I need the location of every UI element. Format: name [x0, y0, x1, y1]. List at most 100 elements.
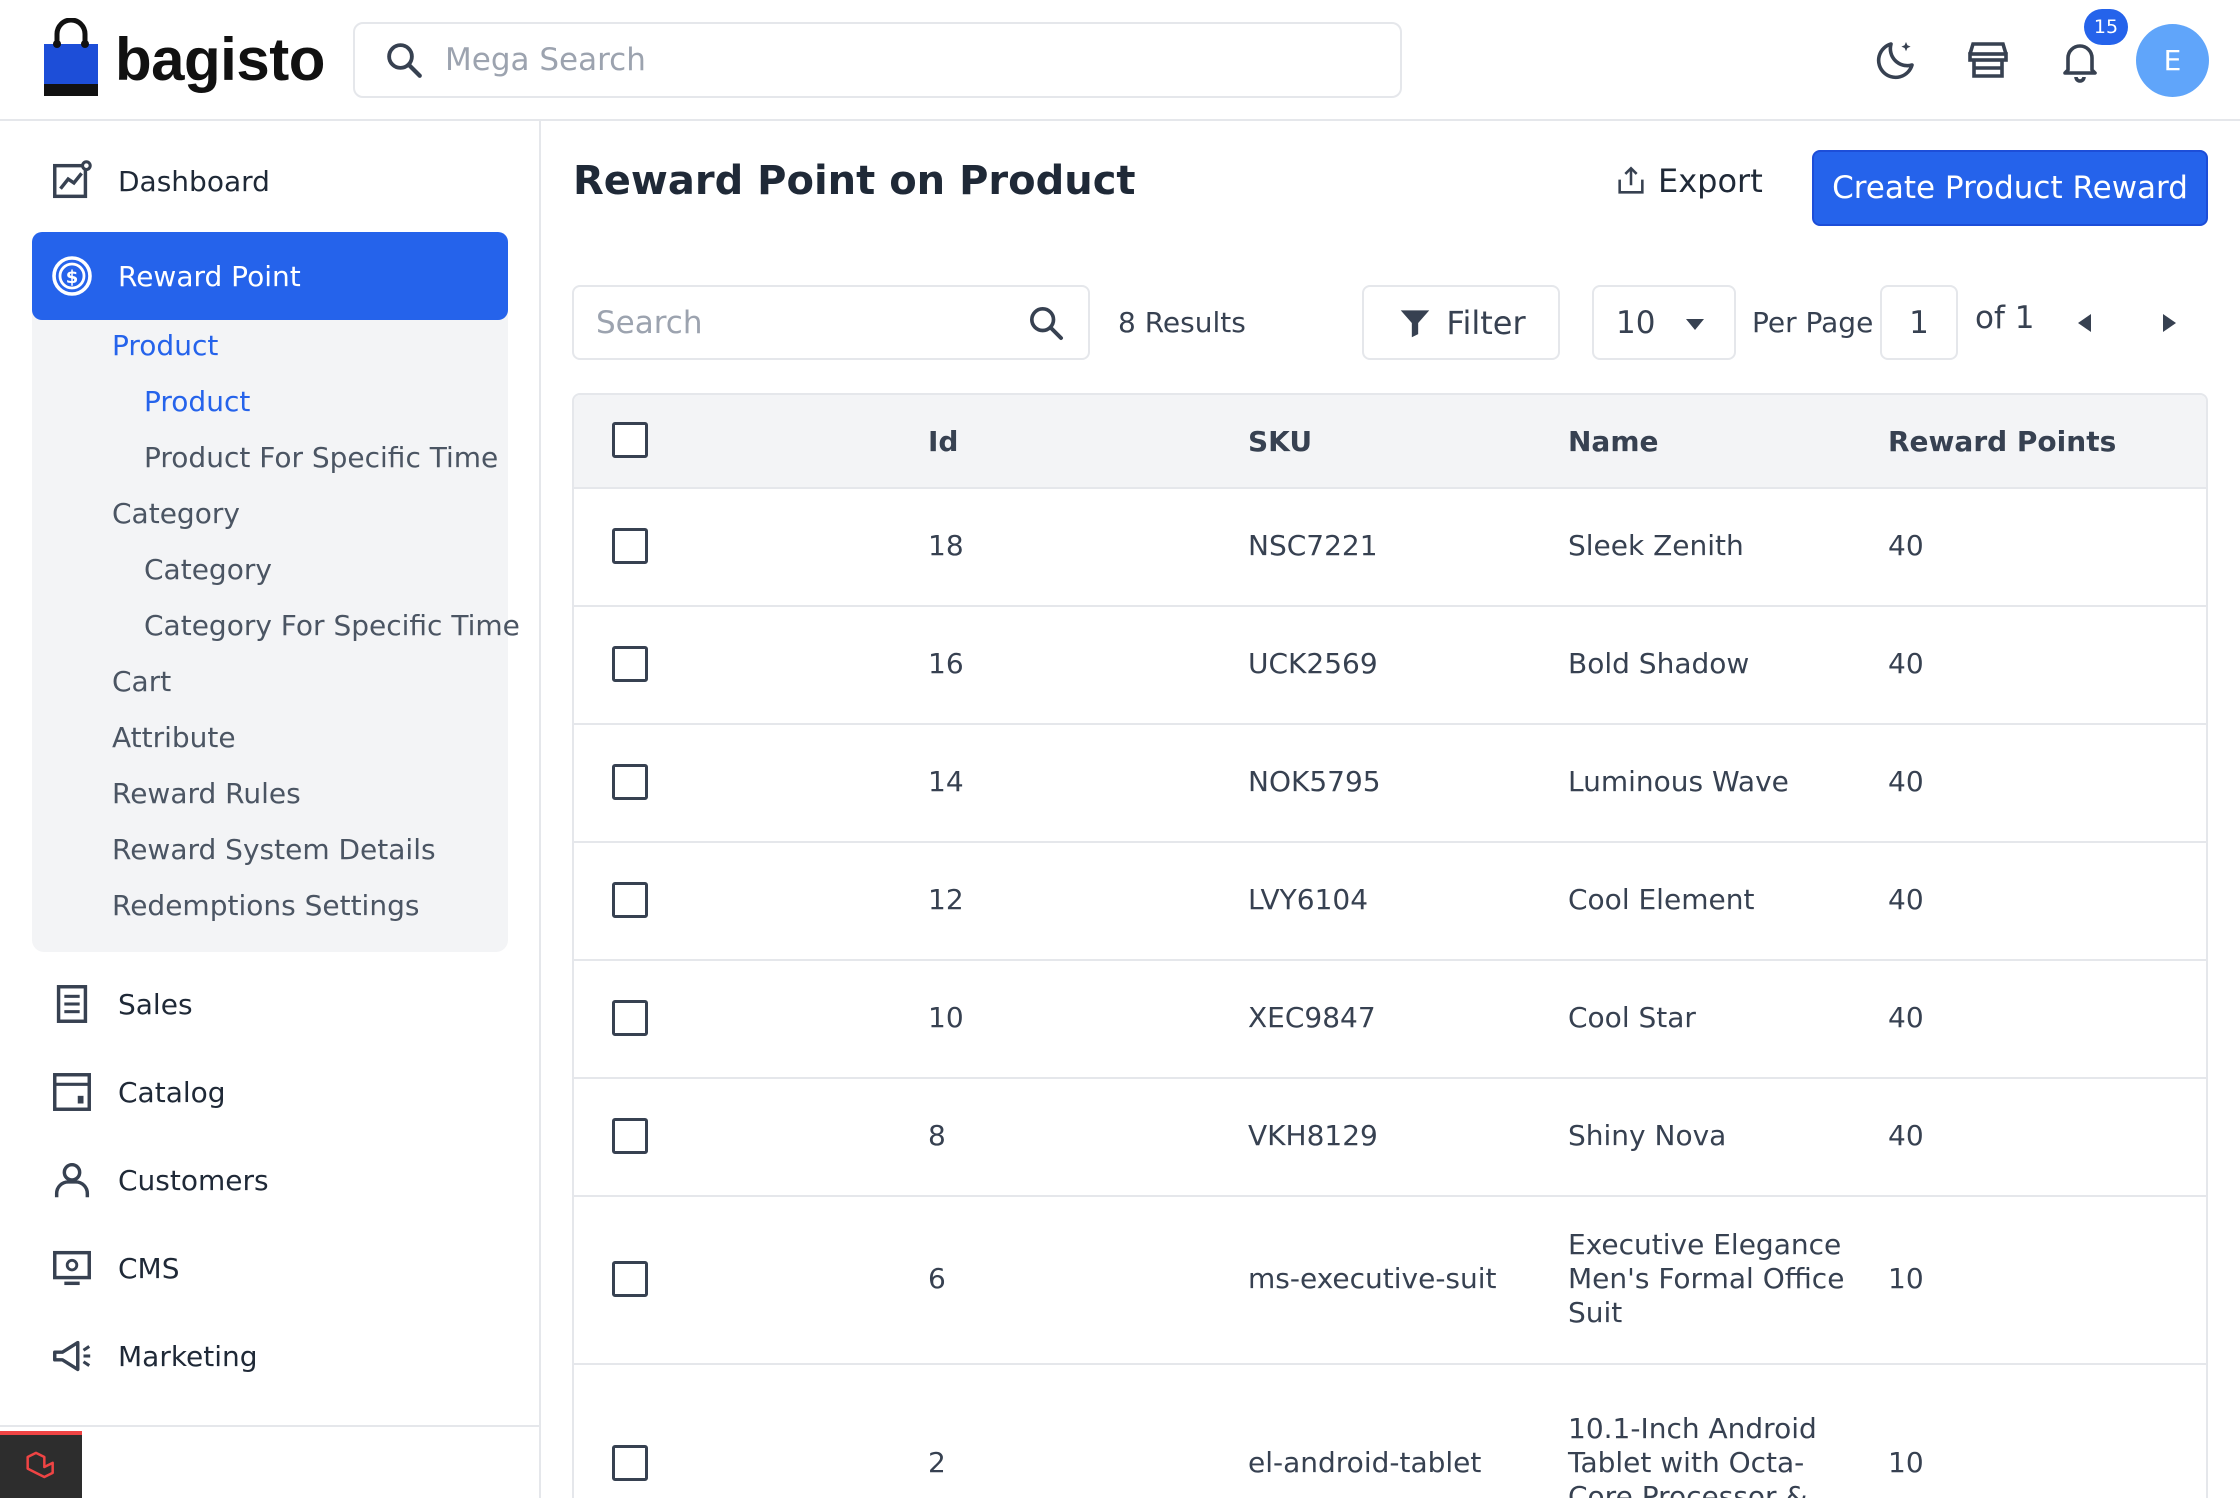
submenu-attribute[interactable]: Attribute: [112, 721, 236, 754]
sidebar-item-reward-point[interactable]: $ Reward Point: [32, 232, 508, 320]
cell-name: Sleek Zenith: [1568, 529, 1744, 562]
results-count: 8 Results: [1118, 306, 1246, 339]
cell-name: Shiny Nova: [1568, 1119, 1727, 1152]
cell-id: 14: [928, 765, 964, 798]
cell-id: 10: [928, 1001, 964, 1034]
bagisto-logo[interactable]: bagisto: [40, 18, 325, 100]
sales-icon: [36, 979, 108, 1029]
select-all-checkbox[interactable]: [612, 422, 648, 458]
sidebar-item-cms[interactable]: CMS: [32, 1225, 508, 1311]
catalog-icon: [36, 1067, 108, 1117]
storefront-link[interactable]: [1962, 34, 2014, 86]
row-checkbox[interactable]: [612, 1261, 648, 1297]
column-header-id[interactable]: Id: [928, 425, 959, 458]
sidebar-item-label: Catalog: [118, 1075, 226, 1109]
sidebar-item-catalog[interactable]: Catalog: [32, 1049, 508, 1135]
per-page-label: Per Page: [1752, 306, 1874, 339]
cell-sku: ms-executive-suit: [1248, 1262, 1497, 1295]
table-row: 14 NOK5795 Luminous Wave 40: [574, 725, 2206, 843]
cell-sku: NOK5795: [1248, 765, 1381, 798]
cell-id: 18: [928, 529, 964, 562]
column-header-sku[interactable]: SKU: [1248, 425, 1313, 458]
next-page-icon[interactable]: [2163, 314, 2176, 332]
page-total-label: of 1: [1975, 300, 2035, 336]
table-row: 10 XEC9847 Cool Star 40: [574, 961, 2206, 1079]
column-header-name[interactable]: Name: [1568, 425, 1659, 458]
sidebar-item-label: Reward Point: [118, 259, 301, 293]
export-button[interactable]: Export: [1614, 162, 1763, 200]
row-checkbox[interactable]: [612, 1445, 648, 1481]
store-icon: [1968, 42, 2008, 78]
cell-name: Bold Shadow: [1568, 647, 1750, 680]
cell-id: 12: [928, 883, 964, 916]
submenu-category-category[interactable]: Category: [144, 553, 272, 586]
dashboard-icon: [36, 156, 108, 206]
sidebar-item-label: CMS: [118, 1251, 180, 1285]
sidebar-item-label: Sales: [118, 987, 193, 1021]
per-page-select[interactable]: 10: [1592, 285, 1736, 360]
top-header: bagisto 15 E: [0, 0, 2240, 121]
column-header-reward-points[interactable]: Reward Points: [1888, 425, 2117, 458]
cell-sku: UCK2569: [1248, 647, 1378, 680]
mega-search-box[interactable]: [353, 22, 1402, 98]
sidebar-item-label: Dashboard: [118, 164, 270, 198]
notifications-button[interactable]: [2054, 34, 2106, 86]
sidebar-item-label: Marketing: [118, 1339, 258, 1373]
submenu-cart[interactable]: Cart: [112, 665, 172, 698]
submenu-category[interactable]: Category: [112, 497, 240, 530]
per-page-value: 10: [1616, 304, 1656, 341]
customers-icon: [36, 1155, 108, 1205]
cell-name: Cool Element: [1568, 883, 1755, 916]
page-title: Reward Point on Product: [573, 158, 1136, 204]
row-checkbox[interactable]: [612, 528, 648, 564]
submenu-redemptions-settings[interactable]: Redemptions Settings: [112, 889, 420, 922]
row-checkbox[interactable]: [612, 882, 648, 918]
row-checkbox[interactable]: [612, 646, 648, 682]
user-avatar[interactable]: E: [2136, 24, 2209, 97]
export-label: Export: [1658, 162, 1763, 200]
logo-text: bagisto: [115, 25, 325, 93]
row-checkbox[interactable]: [612, 764, 648, 800]
page-number-input[interactable]: 1: [1880, 285, 1958, 360]
cell-name: Executive Elegance Men's Formal Office S…: [1568, 1228, 1845, 1329]
cell-reward-points: 10: [1888, 1262, 1924, 1295]
cell-reward-points: 40: [1888, 765, 1924, 798]
filter-label: Filter: [1446, 303, 1526, 342]
filter-button[interactable]: Filter: [1362, 285, 1560, 360]
cell-sku: LVY6104: [1248, 883, 1369, 916]
search-icon[interactable]: [1026, 303, 1066, 343]
export-icon: [1618, 166, 1644, 194]
cms-icon: [36, 1243, 108, 1293]
sidebar-item-sales[interactable]: Sales: [32, 961, 508, 1047]
table-header: Id SKU Name Reward Points: [574, 395, 2206, 489]
table-row: 8 VKH8129 Shiny Nova 40: [574, 1079, 2206, 1197]
submenu-category-specific-time[interactable]: Category For Specific Time: [144, 609, 520, 642]
cell-sku: XEC9847: [1248, 1001, 1376, 1034]
sidebar-item-label: Customers: [118, 1163, 269, 1197]
previous-page-icon[interactable]: [2078, 314, 2091, 332]
submenu-reward-system-details[interactable]: Reward System Details: [112, 833, 436, 866]
debugbar-toggle[interactable]: [0, 1431, 82, 1498]
grid-search-input[interactable]: [596, 304, 1006, 341]
cell-id: 16: [928, 647, 964, 680]
submenu-product-product[interactable]: Product: [144, 385, 251, 418]
bag-logo-icon: [44, 18, 98, 96]
cell-name: Luminous Wave: [1568, 765, 1789, 798]
sidebar-item-customers[interactable]: Customers: [32, 1137, 508, 1223]
svg-text:$: $: [66, 267, 79, 288]
caret-down-icon: [1686, 319, 1704, 330]
sidebar-item-marketing[interactable]: Marketing: [32, 1313, 508, 1399]
create-product-reward-button[interactable]: Create Product Reward: [1812, 150, 2208, 226]
dark-mode-toggle[interactable]: [1870, 34, 1922, 86]
mega-search-input[interactable]: [445, 42, 1345, 78]
sidebar-item-dashboard[interactable]: Dashboard: [32, 138, 508, 224]
submenu-reward-rules[interactable]: Reward Rules: [112, 777, 301, 810]
row-checkbox[interactable]: [612, 1000, 648, 1036]
grid-search-box[interactable]: [572, 285, 1090, 360]
submenu-product[interactable]: Product: [112, 329, 219, 362]
submenu-product-specific-time[interactable]: Product For Specific Time: [144, 441, 499, 474]
row-checkbox[interactable]: [612, 1118, 648, 1154]
cell-name: Cool Star: [1568, 1001, 1696, 1034]
reward-products-table: Id SKU Name Reward Points 18 NSC7221 Sle…: [572, 393, 2208, 1498]
cell-reward-points: 40: [1888, 1001, 1924, 1034]
